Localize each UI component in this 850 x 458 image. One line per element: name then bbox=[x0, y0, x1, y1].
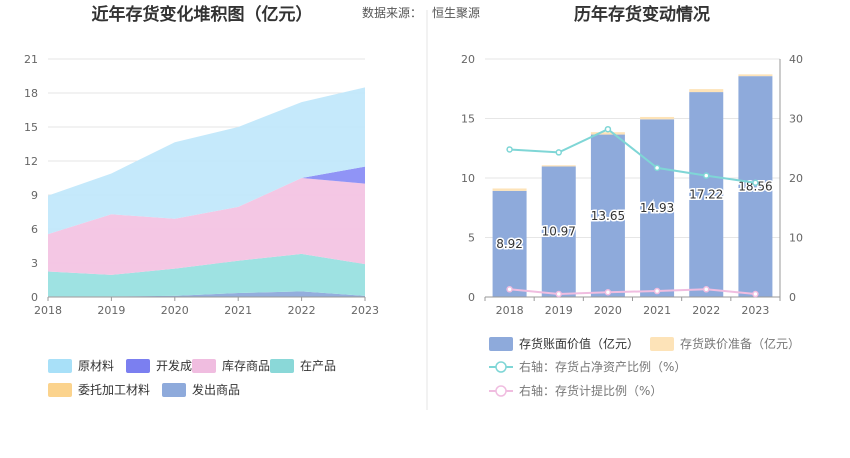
legend-swatch[interactable] bbox=[48, 383, 72, 397]
y2-tick-label: 30 bbox=[789, 113, 803, 126]
bar-value-label: 13.65 bbox=[591, 209, 625, 223]
bar-impairment-reserve[interactable] bbox=[640, 116, 675, 120]
x-tick-label: 2023 bbox=[351, 304, 379, 317]
legend-label[interactable]: 右轴：存货占净资产比例（%） bbox=[519, 359, 686, 374]
area-series-5 bbox=[48, 87, 365, 235]
bar-impairment-reserve[interactable] bbox=[590, 132, 625, 135]
x-tick-label: 2021 bbox=[224, 304, 252, 317]
x-tick-label: 2022 bbox=[692, 304, 720, 317]
line-point[interactable] bbox=[555, 290, 562, 298]
line-series-2 bbox=[509, 128, 756, 184]
y-tick-label: 3 bbox=[31, 257, 38, 270]
line-point[interactable] bbox=[604, 125, 612, 133]
line-point[interactable] bbox=[604, 288, 612, 296]
line-point[interactable] bbox=[653, 164, 661, 172]
bar-value-label: 18.56 bbox=[738, 180, 772, 194]
left-chart-title: 近年存货变化堆积图（亿元） bbox=[92, 4, 313, 25]
legend-swatch[interactable] bbox=[192, 359, 216, 373]
line-point[interactable] bbox=[703, 286, 710, 293]
bar-value-label: 14.93 bbox=[640, 201, 674, 215]
bar-book-value[interactable] bbox=[640, 119, 675, 297]
y-tick-label: 15 bbox=[461, 113, 475, 126]
right-chart-title: 历年存货变动情况 bbox=[574, 4, 710, 25]
legend-swatch-marker[interactable] bbox=[495, 385, 507, 397]
legend-label[interactable]: 存货跌价准备（亿元） bbox=[680, 336, 800, 351]
legend-swatch[interactable] bbox=[650, 337, 674, 351]
y2-tick-label: 0 bbox=[789, 291, 796, 304]
y-tick-label: 20 bbox=[461, 53, 475, 66]
legend-label[interactable]: 委托加工材料 bbox=[78, 383, 150, 397]
line-point[interactable] bbox=[703, 172, 710, 179]
bar-book-value[interactable] bbox=[541, 166, 576, 297]
y-tick-label: 0 bbox=[31, 291, 38, 304]
area-series-2 bbox=[48, 253, 365, 297]
line-point[interactable] bbox=[506, 146, 513, 153]
y-tick-label: 0 bbox=[468, 291, 475, 304]
y-tick-label: 9 bbox=[31, 189, 38, 202]
y2-tick-label: 20 bbox=[789, 172, 803, 185]
legend-swatch-marker[interactable] bbox=[495, 361, 507, 373]
x-tick-label: 2019 bbox=[97, 304, 125, 317]
area-series-3 bbox=[48, 178, 365, 275]
inventory-bar-line-chart: 0 5 10 15 20 0 10 20 30 40 8.92 10.97 13.65 14.93 17.2… bbox=[461, 53, 803, 317]
area-series-4 bbox=[48, 166, 365, 235]
y-tick-label: 21 bbox=[24, 53, 38, 66]
legend-label[interactable]: 在产品 bbox=[300, 359, 336, 373]
bar-value-label: 8.92 bbox=[496, 237, 523, 251]
bar-book-value[interactable] bbox=[738, 76, 773, 297]
legend-swatch[interactable] bbox=[162, 383, 186, 397]
y-tick-label: 12 bbox=[24, 155, 38, 168]
y-tick-label: 6 bbox=[31, 223, 38, 236]
bar-impairment-reserve[interactable] bbox=[738, 74, 773, 77]
line-point[interactable] bbox=[752, 290, 759, 298]
legend-label[interactable]: 库存商品 bbox=[222, 358, 270, 373]
legend-label[interactable]: 原材料 bbox=[78, 359, 114, 373]
bar-impairment-reserve[interactable] bbox=[492, 188, 527, 191]
bar-book-value[interactable] bbox=[590, 134, 625, 297]
line-point[interactable] bbox=[506, 286, 513, 293]
bar-impairment-reserve[interactable] bbox=[541, 165, 576, 167]
x-tick-label: 2023 bbox=[741, 304, 769, 317]
legend-label[interactable]: 发出商品 bbox=[192, 382, 240, 397]
x-tick-label: 2019 bbox=[545, 304, 573, 317]
y-tick-label: 10 bbox=[461, 172, 475, 185]
y-tick-label: 18 bbox=[24, 87, 38, 100]
bar-value-label: 17.22 bbox=[689, 188, 723, 202]
y-tick-label: 15 bbox=[24, 121, 38, 134]
right-legend: 存货账面价值（亿元） 存货跌价准备（亿元） 右轴：存货占净资产比例（%） 右轴：存货计… bbox=[489, 336, 800, 398]
x-tick-label: 2018 bbox=[496, 304, 524, 317]
data-source-value: 恒生聚源 bbox=[432, 6, 480, 20]
line-point[interactable] bbox=[555, 149, 562, 156]
x-tick-label: 2020 bbox=[161, 304, 189, 317]
legend-swatch[interactable] bbox=[48, 359, 72, 373]
x-tick-label: 2018 bbox=[34, 304, 62, 317]
stacked-area-chart: 0 3 6 9 12 15 18 21 2018 2019 2020 2021 2022 2023 bbox=[24, 53, 379, 317]
bar-impairment-reserve[interactable] bbox=[689, 89, 724, 93]
line-series-3 bbox=[509, 288, 756, 296]
x-tick-label: 2020 bbox=[594, 304, 622, 317]
y2-tick-label: 10 bbox=[789, 232, 803, 245]
legend-swatch[interactable] bbox=[270, 359, 294, 373]
legend-swatch[interactable] bbox=[126, 359, 150, 373]
line-point[interactable] bbox=[752, 179, 759, 187]
y2-tick-label: 40 bbox=[789, 53, 803, 66]
legend-swatch[interactable] bbox=[489, 337, 513, 351]
legend-label[interactable]: 存货账面价值（亿元） bbox=[519, 336, 639, 351]
line-point[interactable] bbox=[653, 287, 661, 295]
data-source-label: 数据来源： bbox=[362, 5, 422, 20]
bar-book-value[interactable] bbox=[689, 92, 724, 297]
area-series-0 bbox=[48, 291, 365, 297]
x-tick-label: 2022 bbox=[288, 304, 316, 317]
legend-label[interactable]: 右轴：存货计提比例（%） bbox=[519, 383, 662, 398]
y-tick-label: 5 bbox=[468, 232, 475, 245]
bar-value-label: 10.97 bbox=[542, 225, 576, 239]
bar-book-value[interactable] bbox=[492, 190, 527, 297]
x-tick-label: 2021 bbox=[643, 304, 671, 317]
